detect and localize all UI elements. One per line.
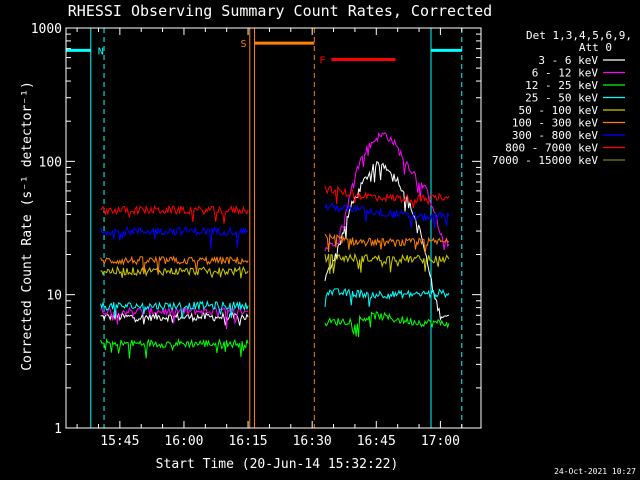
legend-label-100-300-kev: 100 - 300 keV bbox=[512, 117, 598, 130]
state-label-f: F bbox=[319, 56, 325, 67]
series-50-100-kev-seg-1 bbox=[324, 252, 450, 275]
series-lines bbox=[100, 132, 450, 359]
series-3-6-kev-seg-1 bbox=[324, 160, 449, 322]
legend-label-25-50-kev: 25 - 50 keV bbox=[525, 92, 598, 105]
series-25-50-kev-seg-1 bbox=[324, 288, 450, 308]
x-tick-label-17-00: 17:00 bbox=[421, 434, 460, 449]
legend-label-12-25-kev: 12 - 25 keV bbox=[525, 79, 598, 92]
y-tick-label-1: 1 bbox=[54, 422, 62, 437]
legend-label-3-6-kev: 3 - 6 keV bbox=[538, 54, 598, 67]
legend-label-300-800-kev: 300 - 800 keV bbox=[512, 129, 598, 142]
legend-header-line-2: Att 0 bbox=[579, 41, 612, 54]
x-tick-label-15-45: 15:45 bbox=[100, 434, 139, 449]
series-300-800-kev-seg-0 bbox=[100, 225, 249, 249]
series-6-12-kev-seg-0 bbox=[100, 306, 249, 330]
y-tick-label-100: 100 bbox=[39, 155, 62, 170]
state-label-s: S bbox=[240, 39, 246, 50]
plot-frame bbox=[65, 27, 482, 429]
series-300-800-kev-seg-1 bbox=[324, 201, 450, 229]
chart-title: RHESSI Observing Summary Count Rates, Co… bbox=[68, 2, 492, 20]
x-tick-label-16-30: 16:30 bbox=[293, 434, 332, 449]
x-axis-ticks: 15:45 16:00 16:15 16:30 16:45 17:00 bbox=[76, 28, 463, 449]
legend-label-6-12-kev: 6 - 12 keV bbox=[532, 67, 599, 80]
y-axis-label: Corrected Count Rate (s⁻¹ detector⁻¹) bbox=[20, 81, 35, 371]
x-tick-label-16-45: 16:45 bbox=[357, 434, 396, 449]
series-800-7000-kev-seg-0 bbox=[100, 204, 249, 224]
series-12-25-kev-seg-1 bbox=[324, 311, 450, 338]
legend-label-800-7000-kev: 800 - 7000 keV bbox=[505, 142, 598, 155]
legend-label-7000-15000-kev: 7000 - 15000 keV bbox=[492, 154, 598, 167]
y-tick-label-10: 10 bbox=[46, 289, 62, 304]
series-100-300-kev-seg-0 bbox=[100, 255, 249, 275]
legend-label-50-100-kev: 50 - 100 keV bbox=[519, 104, 599, 117]
x-axis-label: Start Time (20-Jun-14 15:32:22) bbox=[156, 457, 399, 472]
series-6-12-kev-seg-1 bbox=[324, 132, 450, 252]
timestamp: 24-Oct-2021 10:27 bbox=[554, 467, 636, 476]
series-100-300-kev-seg-1 bbox=[324, 232, 450, 254]
attenuator-markers: N S F bbox=[66, 28, 463, 428]
series-12-25-kev-seg-0 bbox=[100, 337, 249, 359]
legend-header-line-1: Det 1,3,4,5,6,9, bbox=[526, 29, 632, 42]
state-label-n: N bbox=[98, 46, 104, 57]
series-800-7000-kev-seg-1 bbox=[324, 185, 450, 209]
x-tick-label-16-15: 16:15 bbox=[228, 434, 267, 449]
y-tick-label-1000: 1000 bbox=[31, 22, 62, 37]
plot-area: N S F 15:45 16:00 16:15 16:30 16:45 17:00 1 10 10… bbox=[31, 22, 482, 449]
x-tick-label-16-00: 16:00 bbox=[164, 434, 203, 449]
series-25-50-kev-seg-0 bbox=[100, 299, 249, 319]
series-50-100-kev-seg-0 bbox=[100, 265, 249, 279]
y-axis-ticks: 1 10 100 1000 bbox=[31, 22, 481, 437]
